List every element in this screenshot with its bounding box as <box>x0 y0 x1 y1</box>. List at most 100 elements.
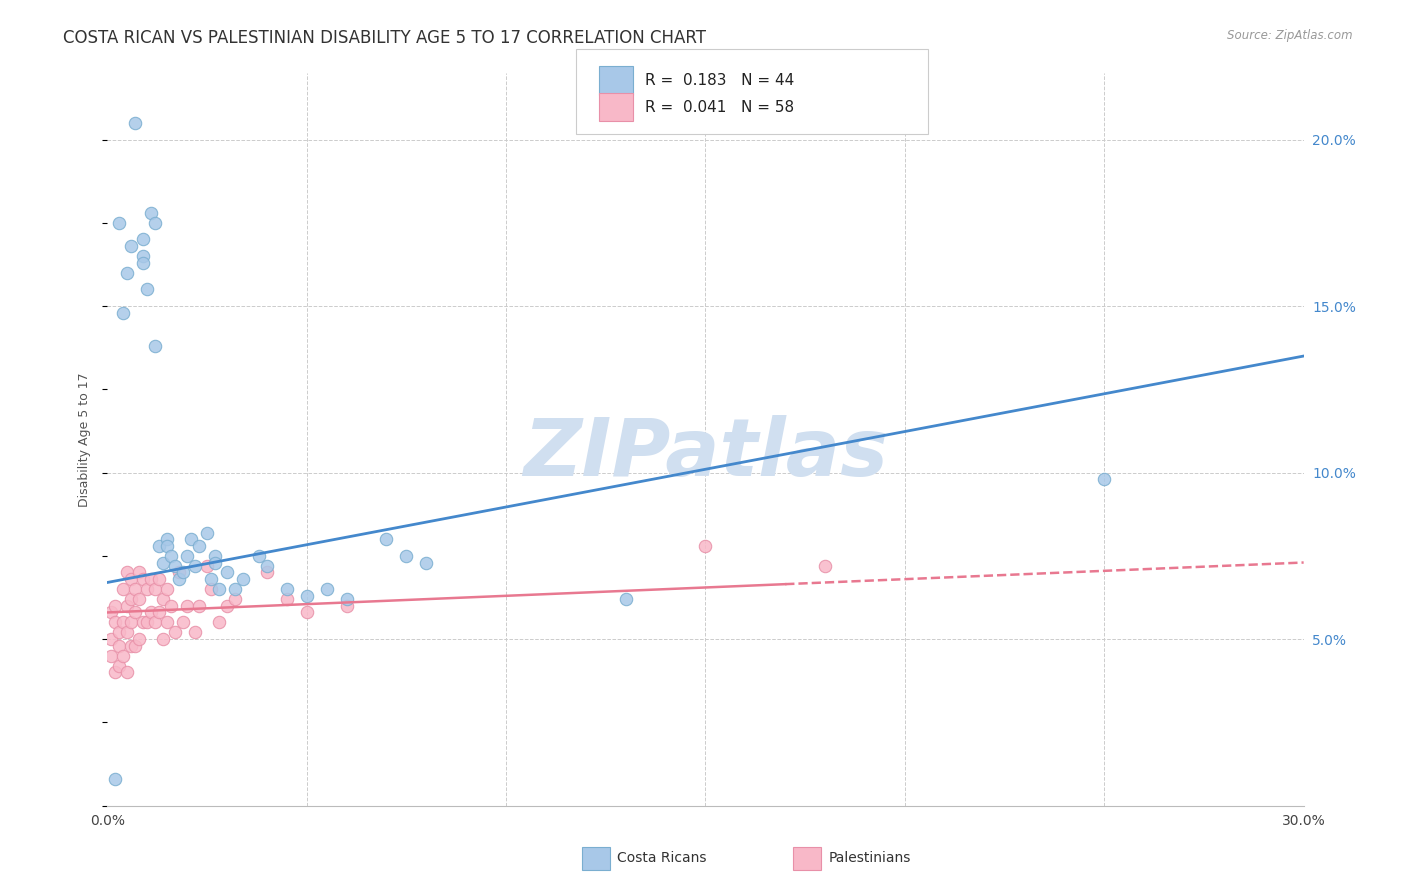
Point <box>152 556 174 570</box>
Point <box>128 566 150 580</box>
Point <box>335 592 357 607</box>
Point <box>143 582 166 596</box>
Point <box>184 625 207 640</box>
Text: Source: ZipAtlas.com: Source: ZipAtlas.com <box>1227 29 1353 42</box>
Point <box>148 572 170 586</box>
Point <box>128 632 150 646</box>
Point <box>112 648 135 663</box>
Point <box>215 566 238 580</box>
Point <box>108 658 131 673</box>
Point <box>152 632 174 646</box>
Point <box>1092 472 1115 486</box>
Point <box>415 556 437 570</box>
Text: Costa Ricans: Costa Ricans <box>617 851 707 865</box>
Point <box>156 582 179 596</box>
Point <box>814 558 837 573</box>
Point <box>124 639 146 653</box>
Point <box>115 566 138 580</box>
Point <box>104 615 127 630</box>
Point <box>112 306 135 320</box>
Point <box>295 606 318 620</box>
Point <box>132 615 155 630</box>
Point <box>108 216 131 230</box>
Point <box>224 592 246 607</box>
Point <box>100 606 122 620</box>
Point <box>180 532 202 546</box>
Point <box>120 572 142 586</box>
Point <box>395 549 418 563</box>
Point <box>112 582 135 596</box>
Point <box>172 566 194 580</box>
Point <box>160 549 183 563</box>
Text: R =  0.041   N = 58: R = 0.041 N = 58 <box>645 100 794 114</box>
Point <box>136 615 159 630</box>
Text: ZIPatlas: ZIPatlas <box>523 415 889 493</box>
Point <box>104 599 127 613</box>
Point <box>143 339 166 353</box>
Point <box>204 556 226 570</box>
Point <box>132 572 155 586</box>
Point <box>152 592 174 607</box>
Point <box>112 615 135 630</box>
Point <box>208 582 231 596</box>
Point <box>148 606 170 620</box>
Text: Palestinians: Palestinians <box>828 851 911 865</box>
Point <box>104 772 127 786</box>
Point <box>156 615 179 630</box>
Point <box>143 615 166 630</box>
Point <box>143 216 166 230</box>
Text: COSTA RICAN VS PALESTINIAN DISABILITY AGE 5 TO 17 CORRELATION CHART: COSTA RICAN VS PALESTINIAN DISABILITY AG… <box>63 29 706 46</box>
Point <box>195 558 218 573</box>
Point <box>224 582 246 596</box>
Point <box>256 566 278 580</box>
Point <box>124 116 146 130</box>
Point <box>276 592 298 607</box>
Point <box>176 549 198 563</box>
Point <box>295 589 318 603</box>
Point <box>335 599 357 613</box>
Point <box>108 625 131 640</box>
Point <box>115 625 138 640</box>
Point <box>200 572 222 586</box>
Point <box>156 539 179 553</box>
Point <box>136 282 159 296</box>
Point <box>375 532 398 546</box>
Point <box>120 592 142 607</box>
Point <box>256 558 278 573</box>
Point <box>100 648 122 663</box>
Point <box>208 615 231 630</box>
Point <box>120 639 142 653</box>
Point <box>104 665 127 680</box>
Point <box>167 566 190 580</box>
Point <box>139 572 162 586</box>
Point <box>156 532 179 546</box>
Point <box>163 558 186 573</box>
Point <box>200 582 222 596</box>
Point <box>148 539 170 553</box>
Point <box>276 582 298 596</box>
Point <box>695 539 717 553</box>
Point <box>614 592 637 607</box>
Point <box>160 599 183 613</box>
Text: R =  0.183   N = 44: R = 0.183 N = 44 <box>645 73 794 87</box>
Point <box>172 615 194 630</box>
Point <box>139 606 162 620</box>
Point <box>124 582 146 596</box>
Point <box>120 615 142 630</box>
Point <box>215 599 238 613</box>
Y-axis label: Disability Age 5 to 17: Disability Age 5 to 17 <box>79 372 91 507</box>
Point <box>108 639 131 653</box>
Point <box>124 606 146 620</box>
Point <box>188 539 211 553</box>
Point <box>115 665 138 680</box>
Point <box>132 232 155 246</box>
Point <box>315 582 337 596</box>
Point <box>247 549 270 563</box>
Point <box>176 599 198 613</box>
Point <box>163 625 186 640</box>
Point <box>132 249 155 263</box>
Point <box>100 632 122 646</box>
Point <box>232 572 254 586</box>
Point <box>167 572 190 586</box>
Point <box>184 558 207 573</box>
